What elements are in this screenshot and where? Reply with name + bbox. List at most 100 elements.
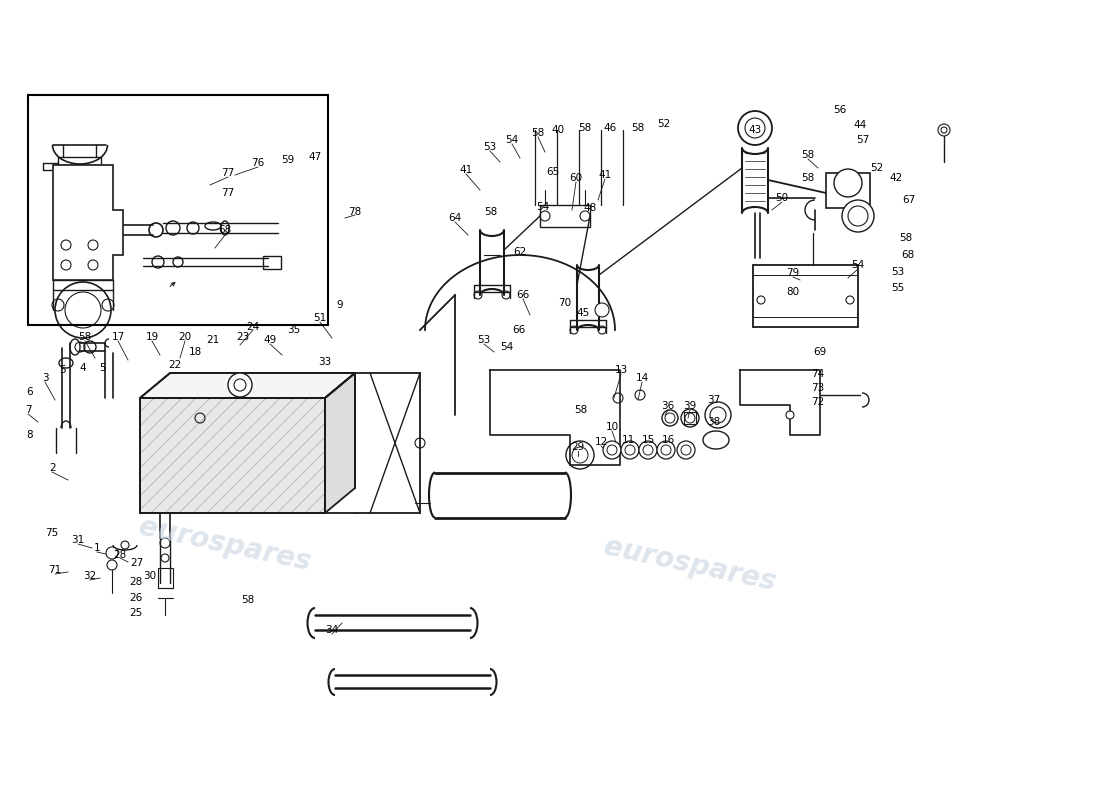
- Polygon shape: [324, 373, 355, 513]
- Text: 3: 3: [42, 373, 48, 383]
- Text: 8: 8: [26, 430, 33, 440]
- Text: 19: 19: [145, 332, 158, 342]
- Text: 30: 30: [143, 571, 156, 581]
- Text: 78: 78: [349, 207, 362, 217]
- Text: 5: 5: [100, 363, 107, 373]
- Text: 46: 46: [604, 123, 617, 133]
- Circle shape: [834, 169, 862, 197]
- Text: 76: 76: [252, 158, 265, 168]
- Circle shape: [738, 111, 772, 145]
- Text: 17: 17: [111, 332, 124, 342]
- Circle shape: [786, 411, 794, 419]
- Text: 52: 52: [658, 119, 671, 129]
- Text: 66: 66: [513, 325, 526, 335]
- Text: 16: 16: [661, 435, 674, 445]
- Text: 40: 40: [551, 125, 564, 135]
- Text: 31: 31: [72, 535, 85, 545]
- Text: 54: 54: [505, 135, 518, 145]
- Text: 13: 13: [615, 365, 628, 375]
- Text: 37: 37: [707, 395, 721, 405]
- Polygon shape: [53, 165, 123, 280]
- Text: 62: 62: [514, 247, 527, 257]
- Bar: [826, 173, 870, 208]
- Circle shape: [639, 441, 657, 459]
- Text: 7: 7: [24, 405, 31, 415]
- Text: 32: 32: [84, 571, 97, 581]
- Text: 44: 44: [854, 120, 867, 130]
- Circle shape: [842, 200, 874, 232]
- Polygon shape: [140, 373, 355, 398]
- Text: 9: 9: [337, 300, 343, 310]
- Text: 68: 68: [901, 250, 914, 260]
- Text: 80: 80: [786, 287, 800, 297]
- Bar: [28, 95, 328, 325]
- Text: 74: 74: [812, 369, 825, 379]
- Circle shape: [757, 296, 764, 304]
- Circle shape: [621, 441, 639, 459]
- Text: 33: 33: [318, 357, 331, 367]
- Text: 21: 21: [207, 335, 220, 345]
- Text: 2: 2: [50, 463, 56, 473]
- Text: 58: 58: [900, 233, 913, 243]
- Circle shape: [228, 373, 252, 397]
- Text: 12: 12: [594, 437, 607, 447]
- Text: 55: 55: [891, 283, 904, 293]
- Polygon shape: [740, 370, 820, 435]
- Text: 50: 50: [776, 193, 789, 203]
- Text: 58: 58: [531, 128, 544, 138]
- Text: 72: 72: [812, 397, 825, 407]
- Text: 69: 69: [813, 347, 826, 357]
- Text: 54: 54: [851, 260, 865, 270]
- Text: 75: 75: [45, 528, 58, 538]
- Text: 38: 38: [707, 417, 721, 427]
- Text: 4: 4: [79, 363, 86, 373]
- Text: 77: 77: [221, 168, 234, 178]
- Text: 59: 59: [282, 155, 295, 165]
- Text: 54: 54: [500, 342, 514, 352]
- Text: 70: 70: [559, 298, 572, 308]
- Text: 79: 79: [786, 268, 800, 278]
- Text: 64: 64: [449, 213, 462, 223]
- Text: 34: 34: [326, 625, 339, 635]
- Text: 58: 58: [579, 123, 592, 133]
- Circle shape: [846, 296, 854, 304]
- Text: 27: 27: [131, 558, 144, 568]
- Text: 49: 49: [263, 335, 276, 345]
- Circle shape: [657, 441, 675, 459]
- Text: 10: 10: [605, 422, 618, 432]
- Text: 68: 68: [219, 225, 232, 235]
- Bar: [684, 412, 696, 424]
- Text: 51: 51: [314, 313, 327, 323]
- Text: 20: 20: [178, 332, 191, 342]
- Bar: [540, 205, 590, 227]
- Text: 57: 57: [857, 135, 870, 145]
- Text: 54: 54: [537, 202, 550, 212]
- Bar: [754, 265, 858, 327]
- Text: 23: 23: [236, 332, 250, 342]
- Text: 60: 60: [570, 173, 583, 183]
- Text: 5: 5: [59, 365, 66, 375]
- Text: 41: 41: [460, 165, 473, 175]
- Text: 53: 53: [477, 335, 491, 345]
- Text: 67: 67: [902, 195, 915, 205]
- Text: 25: 25: [130, 608, 143, 618]
- Bar: [263, 256, 280, 269]
- Circle shape: [705, 402, 732, 428]
- Text: 45: 45: [576, 308, 590, 318]
- Text: 42: 42: [890, 173, 903, 183]
- Text: 73: 73: [812, 383, 825, 393]
- Text: 53: 53: [891, 267, 904, 277]
- Circle shape: [938, 124, 950, 136]
- Text: 56: 56: [834, 105, 847, 115]
- Text: 77: 77: [221, 188, 234, 198]
- Text: 58: 58: [574, 405, 587, 415]
- Text: 48: 48: [583, 203, 596, 213]
- Text: 58: 58: [484, 207, 497, 217]
- Text: 6: 6: [26, 387, 33, 397]
- Text: 58: 58: [78, 332, 91, 342]
- Text: 66: 66: [516, 290, 529, 300]
- Text: 58: 58: [802, 173, 815, 183]
- Text: 58: 58: [241, 595, 254, 605]
- Text: eurospares: eurospares: [136, 513, 314, 577]
- Text: 53: 53: [483, 142, 496, 152]
